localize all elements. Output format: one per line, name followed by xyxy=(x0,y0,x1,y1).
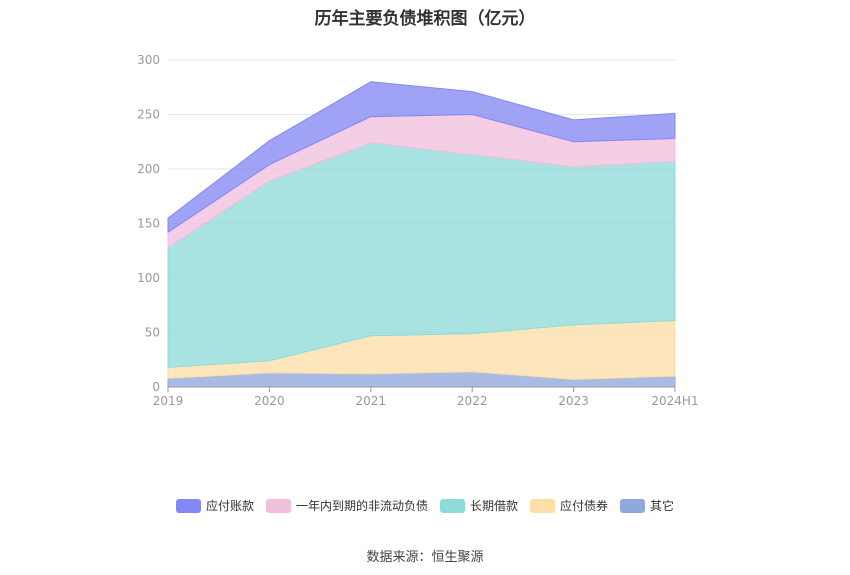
legend-item[interactable]: 应付账款 xyxy=(175,497,254,514)
x-tick-label: 2020 xyxy=(254,394,285,408)
legend-label: 应付债券 xyxy=(560,499,609,513)
x-tick-label: 2022 xyxy=(457,394,488,408)
legend: 应付账款 一年内到期的非流动负债 长期借款 应付债券 其它 xyxy=(0,497,850,514)
area-layer xyxy=(167,81,676,388)
source-label: 数据来源：恒生聚源 xyxy=(366,550,484,565)
x-tick-label: 2023 xyxy=(558,394,589,408)
x-tick-label: 2024H1 xyxy=(651,394,698,408)
chart-title: 历年主要负债堆积图（亿元） xyxy=(314,9,536,29)
y-tick-label: 200 xyxy=(137,162,160,176)
legend-item[interactable]: 长期借款 xyxy=(439,497,518,514)
legend-label: 一年内到期的非流动负债 xyxy=(295,499,428,513)
legend-item[interactable]: 其它 xyxy=(620,497,674,514)
y-tick-label: 100 xyxy=(137,271,160,285)
stacked-area-chart: 0 50 100 150 200 250 300 2019 2020 2021 2022 2023 20… xyxy=(137,53,699,408)
legend-swatch xyxy=(530,498,555,513)
legend-item[interactable]: 应付债券 xyxy=(530,497,608,514)
legend-label: 长期借款 xyxy=(469,499,518,513)
y-tick-label: 250 xyxy=(137,108,160,122)
series-area xyxy=(167,81,676,234)
legend-label: 应付账款 xyxy=(205,499,254,513)
x-tick-label: 2021 xyxy=(356,394,387,408)
legend-swatch xyxy=(265,498,291,513)
y-tick-label: 50 xyxy=(145,326,160,340)
x-tick-label: 2019 xyxy=(153,394,184,408)
legend-label: 其它 xyxy=(650,499,675,513)
y-tick-label: 150 xyxy=(137,217,160,231)
legend-swatch xyxy=(439,498,465,513)
legend-swatch xyxy=(620,498,646,513)
axis-layer: 0 50 100 150 200 250 300 2019 2020 2021 2022 2023 20… xyxy=(137,53,699,408)
legend-item[interactable]: 一年内到期的非流动负债 xyxy=(265,497,428,514)
legend-swatch xyxy=(175,498,201,513)
y-tick-label: 300 xyxy=(137,53,160,67)
y-tick-label: 0 xyxy=(152,380,160,394)
